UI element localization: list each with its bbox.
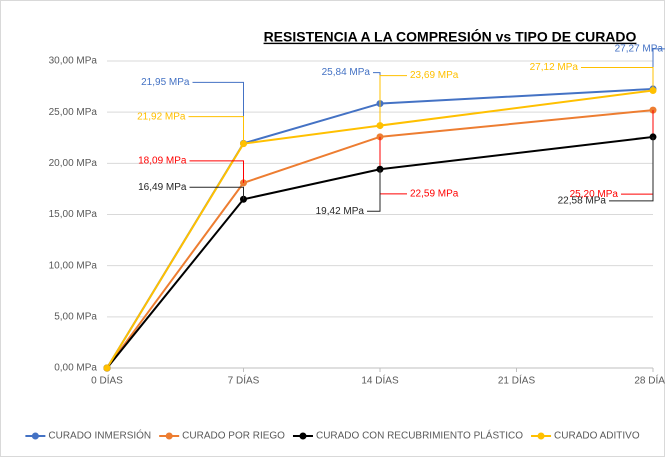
y-tick-label: 10,00 MPa [49,260,98,271]
leader-line [379,75,407,126]
series-line [106,89,654,369]
legend-label: CURADO POR RIEGO [182,431,285,442]
series-line [106,109,654,369]
x-tick-label: 28 DÍAS [634,374,665,387]
legend-marker [31,432,39,440]
legend-marker [537,432,545,440]
y-tick-label: 0,00 MPa [54,363,97,374]
x-tick-label: 14 DÍAS [361,374,399,387]
leader-line [189,160,244,183]
point [103,364,111,372]
y-tick-label: 20,00 MPa [49,158,98,169]
x-tick-label: 21 DÍAS [498,374,536,387]
legend-label: CURADO ADITIVO [554,431,640,442]
legend-marker [299,432,307,440]
data-label: 16,49 MPa [138,182,187,193]
data-label: 25,20 MPa [570,189,619,200]
data-label: 23,69 MPa [410,70,459,81]
y-tick-label: 15,00 MPa [49,209,98,220]
legend-label: CURADO CON RECUBRIMIENTO PLÁSTICO [316,429,523,442]
data-label: 21,92 MPa [137,111,186,122]
leader-line [609,136,654,202]
leader-line [367,169,381,212]
data-label: 22,59 MPa [410,188,459,199]
leader-line [189,186,244,200]
data-label: 22,58 MPa [558,196,607,207]
legend-label: CURADO INMERSIÓN [48,429,151,442]
data-label: 21,95 MPa [141,77,190,88]
legend-marker [165,432,173,440]
x-tick-label: 7 DÍAS [228,374,260,387]
chart-title: RESISTENCIA A LA COMPRESIÓN vs TIPO DE C… [264,28,637,45]
y-tick-label: 5,00 MPa [54,311,97,322]
data-label: 25,84 MPa [322,67,371,78]
data-label: 18,09 MPa [138,156,187,167]
data-label: 27,27 MPa [615,44,664,55]
y-tick-label: 30,00 MPa [49,56,98,67]
series-line [106,135,654,369]
y-tick-label: 25,00 MPa [49,107,98,118]
data-label: 19,42 MPa [316,206,365,217]
data-label: 27,12 MPa [530,62,579,73]
x-tick-label: 0 DÍAS [91,374,123,387]
leader-line [188,116,244,144]
leader-line [581,66,654,91]
